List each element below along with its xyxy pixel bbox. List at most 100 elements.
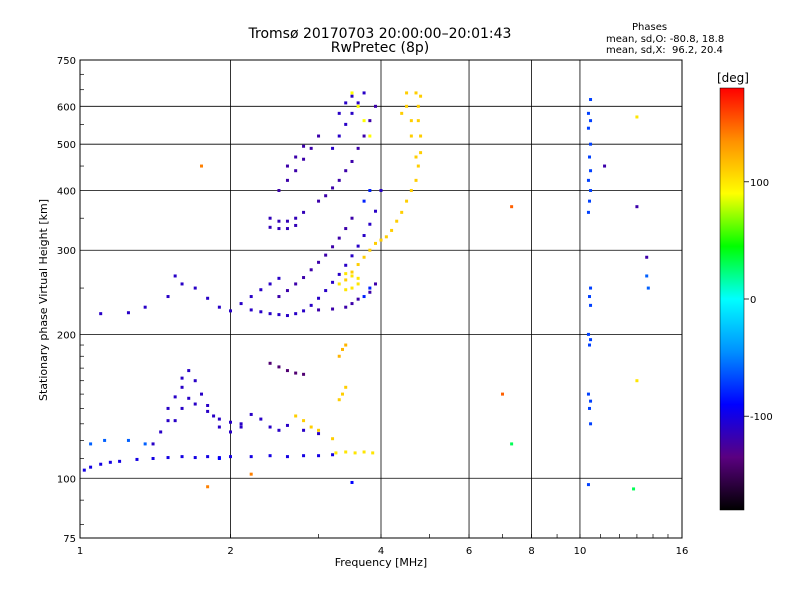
data-point: [277, 227, 281, 231]
data-point: [135, 457, 139, 461]
data-point: [400, 111, 404, 115]
data-point: [331, 245, 335, 249]
colorbar-tick-labels: -100 0 100: [744, 178, 773, 423]
data-point: [294, 169, 298, 173]
data-point: [239, 425, 243, 429]
data-point: [632, 487, 636, 491]
data-point: [588, 199, 592, 203]
chart-title: Tromsø 20170703 20:00:00–20:01:43: [248, 26, 512, 42]
data-point: [317, 428, 321, 432]
data-point: [277, 276, 281, 280]
data-point: [356, 297, 360, 301]
data-point: [324, 289, 328, 293]
data-point: [344, 169, 348, 173]
data-point: [350, 286, 354, 290]
data-point: [362, 119, 366, 123]
y-tick-label: 400: [57, 186, 76, 197]
data-point: [588, 155, 592, 159]
data-point: [646, 286, 650, 290]
data-point: [302, 276, 306, 280]
data-point: [285, 455, 289, 459]
data-point: [277, 428, 281, 432]
data-point: [409, 188, 413, 192]
data-point: [350, 270, 354, 274]
data-point: [350, 480, 354, 484]
data-point: [229, 430, 232, 434]
data-point: [368, 188, 372, 192]
data-point: [362, 234, 366, 238]
data-point: [340, 347, 344, 351]
data-point: [416, 119, 420, 123]
data-point: [317, 308, 321, 312]
data-point: [126, 311, 130, 315]
data-point: [344, 305, 348, 309]
data-point: [151, 442, 155, 446]
data-point: [212, 414, 216, 418]
data-point: [249, 308, 253, 312]
data-point: [337, 134, 341, 138]
x-tick-label: 2: [227, 546, 233, 557]
data-point: [356, 263, 360, 267]
data-point: [193, 456, 197, 460]
data-point: [217, 305, 221, 309]
data-point: [294, 414, 298, 418]
data-point: [294, 216, 298, 220]
data-point: [635, 379, 639, 383]
data-point: [371, 451, 375, 455]
data-point: [331, 186, 335, 190]
data-point: [390, 228, 394, 232]
data-point: [309, 303, 313, 307]
data-point: [368, 290, 372, 294]
data-point: [344, 122, 348, 126]
data-point: [368, 248, 372, 252]
data-point: [206, 403, 210, 407]
colorbar-label: [deg]: [717, 71, 749, 85]
data-point: [350, 94, 354, 98]
x-tick-label: 10: [574, 546, 587, 557]
x-tick-label: 8: [528, 546, 534, 557]
data-point: [340, 392, 344, 396]
data-point: [193, 379, 197, 383]
data-point: [510, 442, 514, 446]
data-point: [206, 485, 210, 489]
data-point: [206, 296, 210, 300]
x-tick-labels: 1 2 4 6 8 10 16: [77, 546, 689, 557]
x-tick-label: 1: [77, 546, 83, 557]
data-point: [285, 369, 289, 373]
data-point: [268, 361, 272, 365]
colorbar-tick-label: 100: [750, 178, 769, 189]
data-point: [277, 295, 281, 299]
grid-lines: [79, 60, 682, 538]
data-point: [589, 399, 593, 403]
stats-o-mode: mean, sd,O: -80.8, 18.8: [606, 34, 725, 45]
data-point: [159, 430, 163, 434]
data-point: [374, 282, 378, 286]
data-point: [368, 286, 372, 290]
data-point: [344, 343, 348, 347]
data-point: [337, 398, 341, 402]
data-point: [302, 309, 306, 313]
data-point: [229, 455, 232, 459]
x-axis-label: Frequency [MHz]: [335, 556, 427, 569]
data-point: [118, 459, 122, 463]
colorbar: [719, 87, 745, 511]
data-point: [302, 428, 306, 432]
data-point: [180, 385, 184, 389]
data-point: [143, 305, 147, 309]
data-point: [324, 194, 328, 198]
data-point: [268, 312, 272, 316]
data-point: [645, 274, 649, 278]
data-point: [249, 412, 253, 416]
data-point: [285, 227, 289, 231]
data-point: [166, 406, 170, 410]
y-tick-label: 75: [63, 534, 76, 545]
data-point: [344, 288, 348, 292]
data-point: [374, 241, 378, 245]
data-point: [384, 235, 388, 239]
data-point: [586, 332, 590, 336]
data-point: [200, 392, 204, 396]
data-point: [337, 111, 341, 115]
data-point: [302, 144, 306, 148]
data-point: [268, 216, 272, 220]
data-point: [368, 134, 372, 138]
